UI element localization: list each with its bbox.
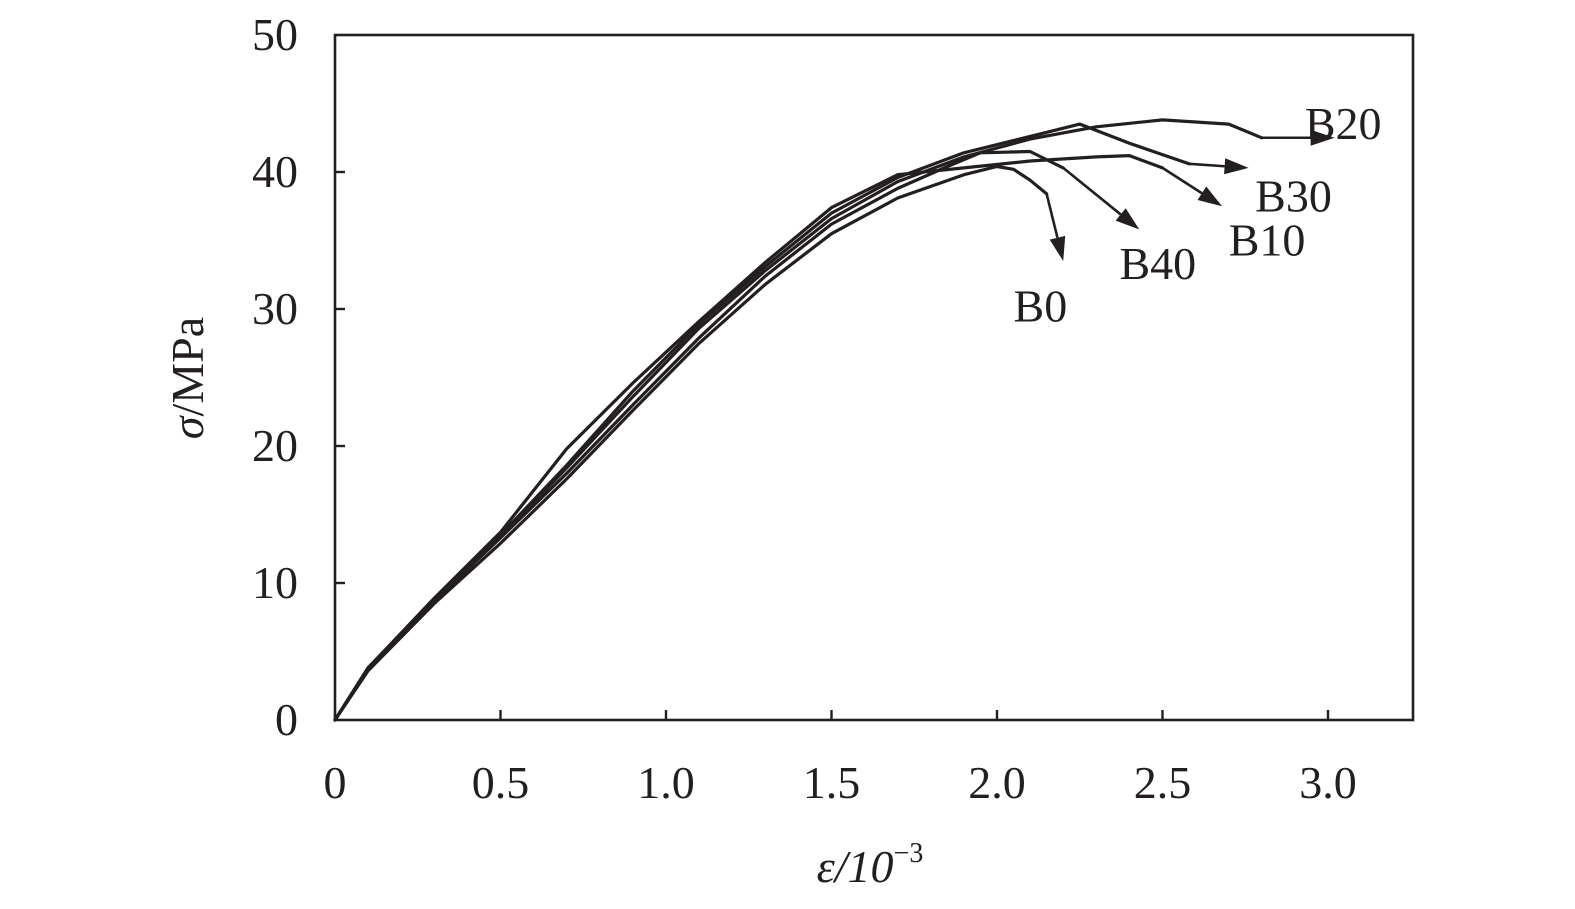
curve-b40 (333, 149, 1065, 722)
arrow-shaft-b40 (1062, 166, 1122, 216)
x-tick-label: 2.0 (968, 757, 1026, 808)
curve-b30 (333, 122, 1191, 722)
series-label-arrows (1045, 129, 1335, 262)
x-tick-label: 3.0 (1299, 757, 1357, 808)
series-label-b0: B0 (1014, 280, 1068, 331)
arrow-head-b0 (1049, 235, 1066, 262)
arrow-head-b20 (1310, 129, 1335, 146)
y-axis-label: σ/MPa (162, 317, 213, 439)
series-label-b40: B40 (1119, 238, 1196, 289)
arrow-head-b30 (1224, 158, 1249, 175)
plot-frame (333, 33, 1415, 722)
series-label-b20: B20 (1305, 98, 1382, 149)
stress-strain-curves (333, 118, 1264, 722)
y-tick-label: 30 (252, 283, 298, 334)
arrow-shaft-b0 (1045, 193, 1059, 239)
y-tick-label: 0 (275, 694, 298, 745)
x-axis-label: ε/10−3 (817, 838, 924, 892)
arrow-shaft-b10 (1161, 166, 1203, 195)
series-label-b30: B30 (1255, 171, 1332, 222)
x-tick-label: 2.5 (1134, 757, 1192, 808)
arrow-shaft-b30 (1188, 162, 1225, 168)
series-label-b10: B10 (1229, 215, 1306, 266)
arrow-head-b10 (1197, 186, 1223, 207)
y-axis-ticks: 0 10 20 30 40 50 (252, 9, 345, 745)
x-tick-label: 1.5 (803, 757, 861, 808)
curve-b0 (333, 164, 1049, 722)
x-tick-label: 1.0 (637, 757, 695, 808)
curve-b10 (333, 154, 1165, 722)
y-tick-label: 20 (252, 420, 298, 471)
x-tick-label: 0 (324, 757, 347, 808)
arrow-head-b40 (1115, 208, 1140, 230)
y-tick-label: 50 (252, 9, 298, 60)
x-axis-ticks: 0 0.5 1.0 1.5 2.0 2.5 3.0 (324, 710, 1357, 808)
curve-b20 (333, 118, 1264, 722)
x-axis-label-exponent: −3 (894, 838, 924, 869)
y-tick-label: 40 (252, 146, 298, 197)
x-tick-label: 0.5 (472, 757, 530, 808)
y-tick-label: 10 (252, 557, 298, 608)
